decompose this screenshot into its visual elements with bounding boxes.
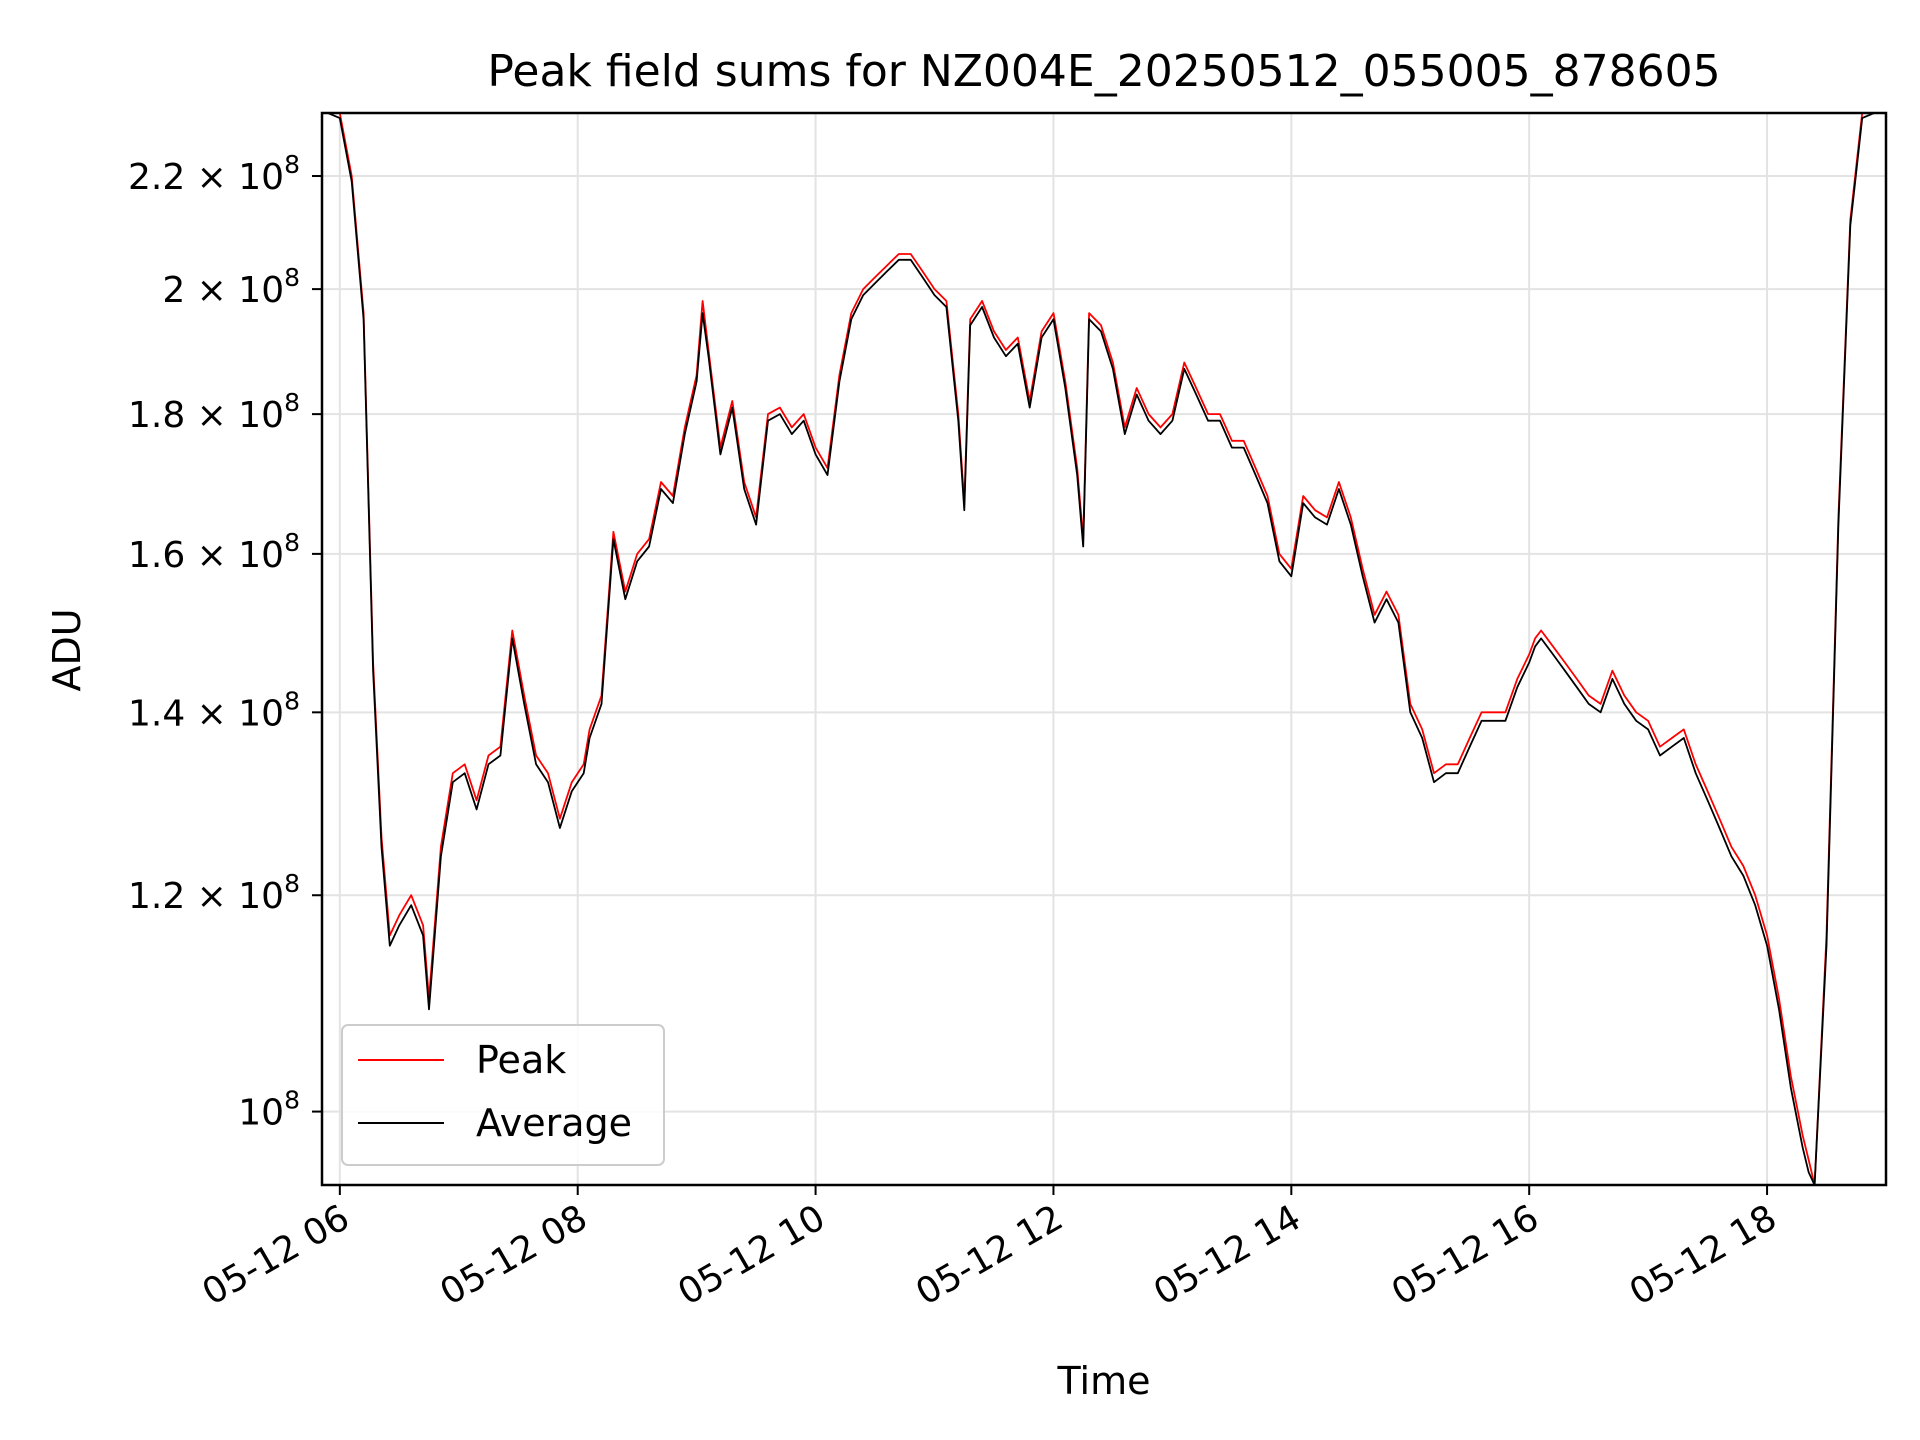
y-tick-label: 1.2 × 108 [128, 869, 300, 917]
legend: Peak Average [341, 1024, 665, 1166]
series-layer [327, 113, 1875, 1185]
legend-label-average: Average [476, 1101, 632, 1145]
y-tick-label: 1.4 × 108 [128, 686, 300, 734]
y-axis: 108 1.2 × 108 1.4 × 108 1.6 × 108 1.8 × 108 2… [128, 150, 322, 1134]
y-tick-label: 2 × 108 [162, 263, 300, 311]
series-line-average [327, 113, 1875, 1185]
x-axis-label: Time [1057, 1359, 1151, 1403]
plot-frame [320, 111, 1888, 1187]
y-axis-label: ADU [45, 608, 89, 691]
y-tick-label: 1.8 × 108 [128, 388, 300, 436]
legend-label-peak: Peak [476, 1038, 566, 1082]
chart-title: Peak field sums for NZ004E_20250512_0550… [487, 46, 1720, 97]
y-tick-label: 2.2 × 108 [128, 150, 300, 198]
y-tick-label: 1.6 × 108 [128, 528, 300, 576]
y-tick-label: 108 [238, 1086, 300, 1134]
